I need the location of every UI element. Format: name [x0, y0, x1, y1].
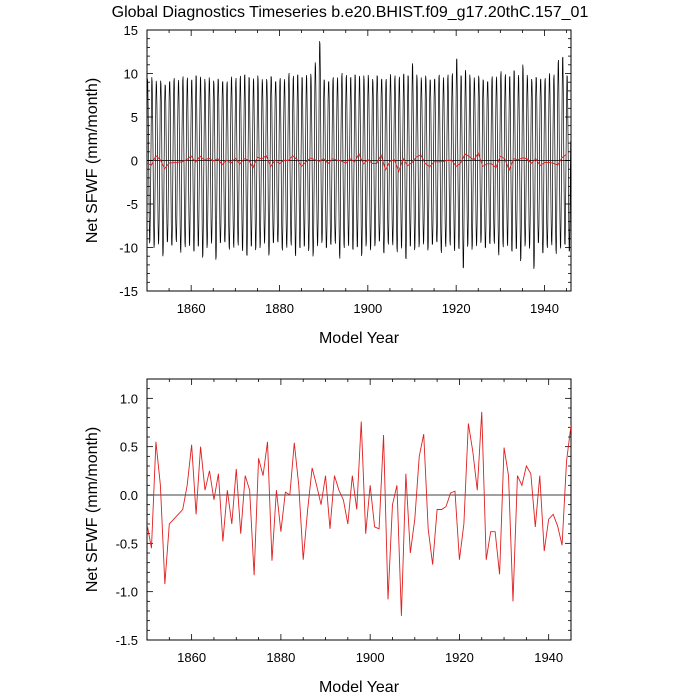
y-tick-label: -15	[119, 284, 138, 299]
y-tick-label: 0.0	[120, 488, 138, 503]
monthly-series-line	[147, 41, 571, 269]
x-tick-label: 1940	[534, 650, 563, 665]
x-tick-label: 1920	[442, 301, 471, 316]
y-tick-label: 0	[131, 154, 138, 169]
y-tick-label: -10	[119, 241, 138, 256]
x-tick-label: 1900	[353, 301, 382, 316]
x-tick-label: 1940	[530, 301, 559, 316]
x-tick-label: 1860	[177, 650, 206, 665]
x-tick-label: 1880	[266, 650, 295, 665]
x-axis-label: Model Year	[319, 679, 400, 696]
x-tick-label: 1900	[356, 650, 385, 665]
top-panel: 1860 1880 1900 1920 1940 -15 -10 -5 0 5 10 15 Model …	[84, 23, 572, 347]
chart-title: Global Diagnostics Timeseries b.e20.BHIS…	[112, 4, 589, 21]
y-tick-label: -1.5	[116, 633, 138, 648]
y-tick-label: 15	[124, 23, 138, 38]
y-tick-label: -1.0	[116, 585, 138, 600]
x-tick-label: 1860	[177, 301, 206, 316]
x-axis-label: Model Year	[319, 330, 400, 347]
y-tick-label: -0.5	[116, 536, 138, 551]
y-tick-label: 5	[131, 110, 138, 125]
y-tick-label: -5	[126, 197, 138, 212]
bottom-panel: 1860 1880 1900 1920 1940 -1.5 -1.0 -0.5 0.0 0.5 1.…	[84, 378, 572, 696]
plot-frame	[146, 378, 572, 641]
x-tick-label: 1880	[265, 301, 294, 316]
annual-mean-series-line	[147, 411, 571, 616]
annual-mean-series-line	[147, 151, 567, 173]
y-tick-label: 1.0	[120, 391, 138, 406]
y-tick-label: 0.5	[120, 440, 138, 455]
y-axis-label: Net SFWF (mm/month)	[84, 427, 101, 592]
x-tick-label: 1920	[445, 650, 474, 665]
y-tick-label: 10	[124, 67, 138, 82]
y-axis-label: Net SFWF (mm/month)	[84, 78, 101, 243]
